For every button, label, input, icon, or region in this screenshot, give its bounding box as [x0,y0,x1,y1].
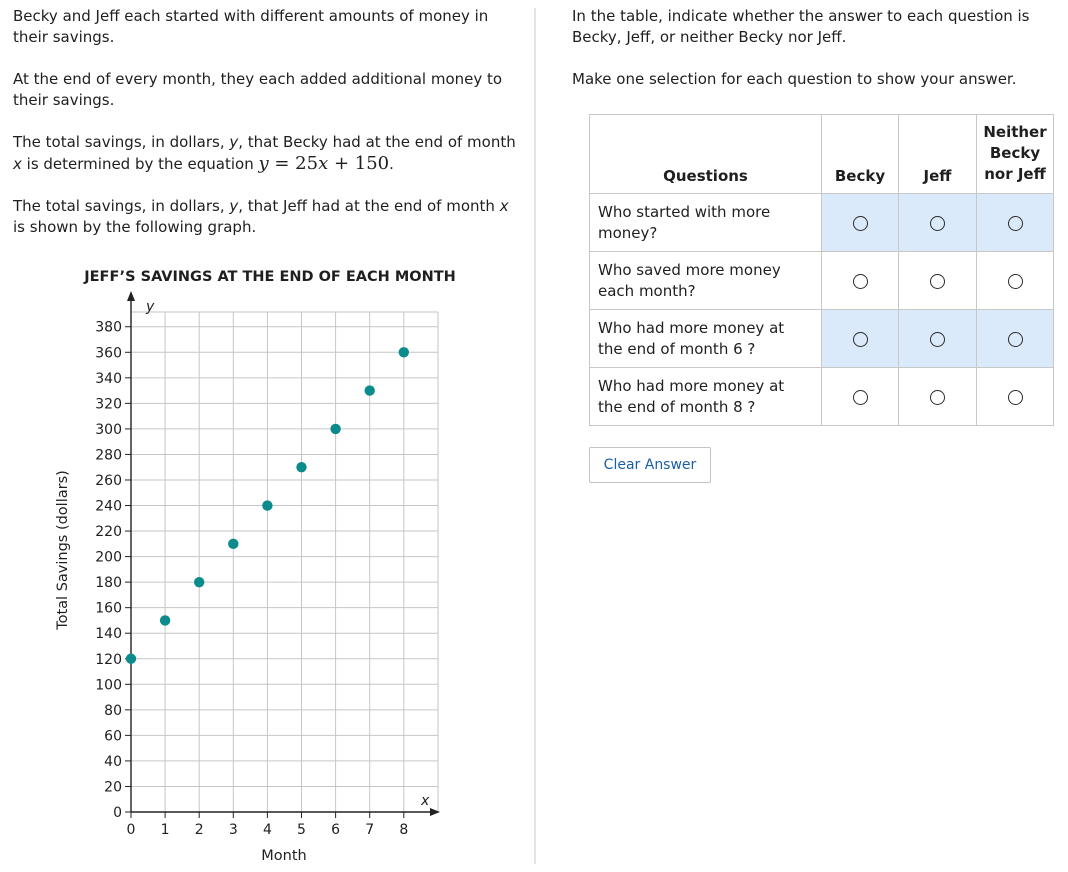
data-point [228,538,239,550]
becky-equation: y = 25x + 150 [258,153,390,174]
jeff-graph-paragraph: The total savings, in dollars, y, that J… [13,197,509,236]
y-tick-label: 20 [104,779,122,795]
x-axis-title: Month [261,848,306,864]
y-tick-label: 200 [95,550,122,566]
table-row: Who had more money at the end of month 6… [589,309,1054,368]
option-cell-jeff [898,309,977,368]
header-questions: Questions [589,114,822,194]
becky-equation-paragraph: The total savings, in dollars, y, that B… [13,133,516,174]
table-row: Who started with more money? [589,193,1054,252]
y-tick-label: 280 [95,447,122,463]
data-point [398,347,409,358]
table-header-row: Questions Becky Jeff Neither Becky nor J… [589,114,1054,194]
x-tick-label: 8 [399,822,408,838]
y-tick-label: 160 [95,601,122,617]
option-cell-jeff [898,193,977,252]
y-tick-label: 360 [95,345,122,361]
option-cell-neither [976,251,1054,310]
question-table: Questions Becky Jeff Neither Becky nor J… [589,114,1054,426]
question-text: Who had more money at the end of month 6… [589,309,822,368]
x-tick-label: 0 [127,822,136,838]
radio-becky-q1[interactable] [852,215,868,231]
radio-becky-q4[interactable] [852,389,868,405]
y-axis-variable: y [145,299,155,315]
selection-instruction: Make one selection for each question to … [572,70,1017,88]
y-tick-label: 220 [95,524,122,540]
response-panel: In the table, indicate whether the answe… [572,6,1062,111]
radio-jeff-q3[interactable] [930,331,945,347]
y-axis-arrow [127,291,135,301]
option-cell-becky [821,193,899,252]
header-neither: Neither Becky nor Jeff [976,114,1054,194]
intro-paragraph: Becky and Jeff each started with differe… [13,7,489,46]
option-cell-neither [976,367,1054,426]
y-tick-label: 60 [104,728,122,744]
option-cell-jeff [898,251,977,310]
option-cell-becky [821,367,899,426]
x-tick-label: 6 [331,822,340,838]
x-tick-label: 3 [229,822,238,838]
radio-becky-q3[interactable] [852,331,868,347]
table-instruction: In the table, indicate whether the answe… [572,7,1030,46]
option-cell-jeff [898,367,977,426]
y-tick-label: 40 [104,754,122,770]
radio-jeff-q1[interactable] [930,215,945,231]
chart-title: JEFF’S SAVINGS AT THE END OF EACH MONTH [83,269,456,285]
data-point [125,653,137,664]
y-tick-label: 180 [95,575,122,591]
radio-becky-q2[interactable] [852,273,868,289]
header-jeff: Jeff [898,114,977,194]
y-tick-label: 120 [95,652,122,668]
question-text: Who had more money at the end of month 8… [589,367,822,426]
monthly-paragraph: At the end of every month, they each add… [13,70,503,109]
radio-neither-q3[interactable] [1007,331,1023,347]
y-tick-label: 80 [104,703,122,719]
data-point [296,462,307,473]
table-row: Who had more money at the end of month 8… [589,367,1054,426]
chart-svg: JEFF’S SAVINGS AT THE END OF EACH MONTH y… [55,269,456,864]
option-cell-neither [976,193,1054,252]
radio-jeff-q4[interactable] [930,389,945,405]
question-text: Who started with more money? [589,193,822,252]
x-tick-label: 1 [161,822,170,838]
y-tick-label: 260 [95,473,122,489]
radio-neither-q1[interactable] [1007,215,1023,231]
radio-neither-q2[interactable] [1007,273,1023,289]
y-axis-title: Total Savings (dollars) [55,470,71,631]
radio-neither-q4[interactable] [1007,389,1023,405]
stimulus-panel: Becky and Jeff each started with differe… [13,6,518,238]
y-tick-label: 300 [95,422,122,438]
y-tick-label: 380 [95,320,122,336]
jeff-savings-chart: JEFF’S SAVINGS AT THE END OF EACH MONTH y… [40,260,480,872]
y-tick-label: 0 [113,805,122,821]
data-point [159,615,171,626]
header-becky: Becky [821,114,899,194]
data-point [194,576,205,588]
x-axis-arrow [430,808,440,816]
option-cell-becky [821,251,899,310]
option-cell-becky [821,309,899,368]
x-axis-variable: x [420,793,430,809]
data-point [262,500,273,511]
data-point [364,385,375,396]
x-tick-label: 4 [263,822,272,838]
y-tick-label: 320 [95,396,122,412]
x-tick-label: 5 [297,822,306,838]
y-tick-label: 240 [95,499,122,515]
question-text: Who saved more money each month? [589,251,822,310]
clear-answer-button[interactable]: Clear Answer [589,447,711,483]
table-row: Who saved more money each month? [589,251,1054,310]
panel-divider [534,8,536,864]
data-point [330,423,341,435]
radio-jeff-q2[interactable] [930,273,945,289]
option-cell-neither [976,309,1054,368]
y-tick-label: 100 [95,677,122,693]
y-tick-label: 140 [95,626,122,642]
x-tick-label: 2 [195,822,204,838]
y-tick-label: 340 [95,371,122,387]
x-tick-label: 7 [365,822,374,838]
